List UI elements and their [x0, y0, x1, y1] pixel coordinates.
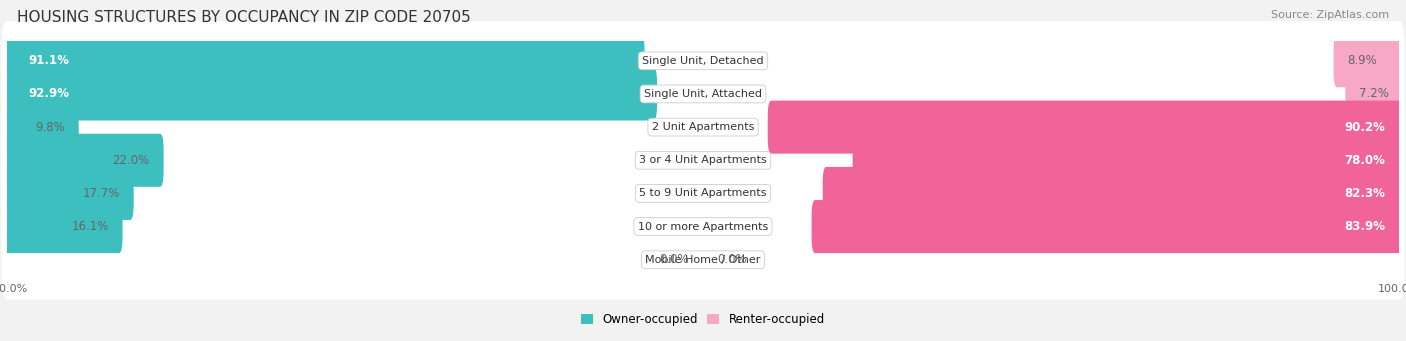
Text: Single Unit, Detached: Single Unit, Detached — [643, 56, 763, 66]
Text: Source: ZipAtlas.com: Source: ZipAtlas.com — [1271, 10, 1389, 20]
Text: 17.7%: 17.7% — [83, 187, 120, 200]
FancyBboxPatch shape — [768, 101, 1402, 154]
FancyBboxPatch shape — [1346, 68, 1402, 120]
FancyBboxPatch shape — [4, 200, 122, 253]
Text: 7.2%: 7.2% — [1360, 87, 1389, 101]
Text: 5 to 9 Unit Apartments: 5 to 9 Unit Apartments — [640, 189, 766, 198]
FancyBboxPatch shape — [1, 154, 1405, 233]
Text: Mobile Home / Other: Mobile Home / Other — [645, 255, 761, 265]
Text: 22.0%: 22.0% — [112, 154, 149, 167]
Text: Single Unit, Attached: Single Unit, Attached — [644, 89, 762, 99]
FancyBboxPatch shape — [4, 167, 134, 220]
FancyBboxPatch shape — [1, 21, 1405, 101]
FancyBboxPatch shape — [852, 134, 1402, 187]
FancyBboxPatch shape — [4, 68, 657, 120]
FancyBboxPatch shape — [4, 134, 163, 187]
Text: 92.9%: 92.9% — [28, 87, 69, 101]
FancyBboxPatch shape — [4, 101, 79, 154]
Text: HOUSING STRUCTURES BY OCCUPANCY IN ZIP CODE 20705: HOUSING STRUCTURES BY OCCUPANCY IN ZIP C… — [17, 10, 471, 25]
Text: 10 or more Apartments: 10 or more Apartments — [638, 222, 768, 232]
FancyBboxPatch shape — [1, 220, 1405, 299]
FancyBboxPatch shape — [4, 34, 644, 87]
FancyBboxPatch shape — [811, 200, 1402, 253]
Text: 91.1%: 91.1% — [28, 54, 69, 67]
Text: 78.0%: 78.0% — [1344, 154, 1385, 167]
Text: 83.9%: 83.9% — [1344, 220, 1385, 233]
FancyBboxPatch shape — [1, 187, 1405, 266]
Text: 2 Unit Apartments: 2 Unit Apartments — [652, 122, 754, 132]
Text: 3 or 4 Unit Apartments: 3 or 4 Unit Apartments — [640, 155, 766, 165]
FancyBboxPatch shape — [1, 54, 1405, 134]
FancyBboxPatch shape — [1333, 34, 1402, 87]
Text: 82.3%: 82.3% — [1344, 187, 1385, 200]
Text: 0.0%: 0.0% — [659, 253, 689, 266]
Text: 0.0%: 0.0% — [717, 253, 747, 266]
Text: 9.8%: 9.8% — [35, 121, 65, 134]
FancyBboxPatch shape — [1, 87, 1405, 167]
Legend: Owner-occupied, Renter-occupied: Owner-occupied, Renter-occupied — [581, 313, 825, 326]
Text: 8.9%: 8.9% — [1347, 54, 1378, 67]
Text: 16.1%: 16.1% — [72, 220, 108, 233]
Text: 90.2%: 90.2% — [1344, 121, 1385, 134]
FancyBboxPatch shape — [823, 167, 1402, 220]
FancyBboxPatch shape — [1, 120, 1405, 200]
